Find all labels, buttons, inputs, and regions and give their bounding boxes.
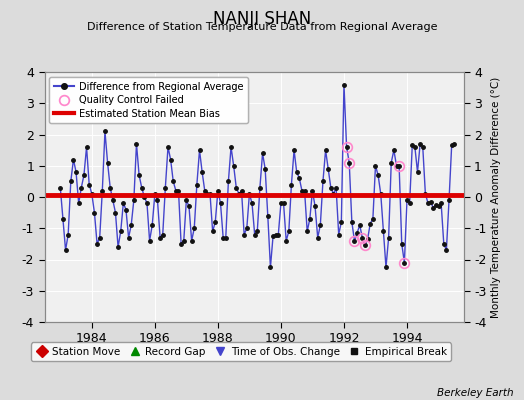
- Legend: Difference from Regional Average, Quality Control Failed, Estimated Station Mean: Difference from Regional Average, Qualit…: [49, 77, 248, 123]
- Text: Difference of Station Temperature Data from Regional Average: Difference of Station Temperature Data f…: [87, 22, 437, 32]
- Y-axis label: Monthly Temperature Anomaly Difference (°C): Monthly Temperature Anomaly Difference (…: [490, 76, 501, 318]
- Text: NANJI SHAN: NANJI SHAN: [213, 10, 311, 28]
- Legend: Station Move, Record Gap, Time of Obs. Change, Empirical Break: Station Move, Record Gap, Time of Obs. C…: [31, 342, 451, 361]
- Text: Berkeley Earth: Berkeley Earth: [437, 388, 514, 398]
